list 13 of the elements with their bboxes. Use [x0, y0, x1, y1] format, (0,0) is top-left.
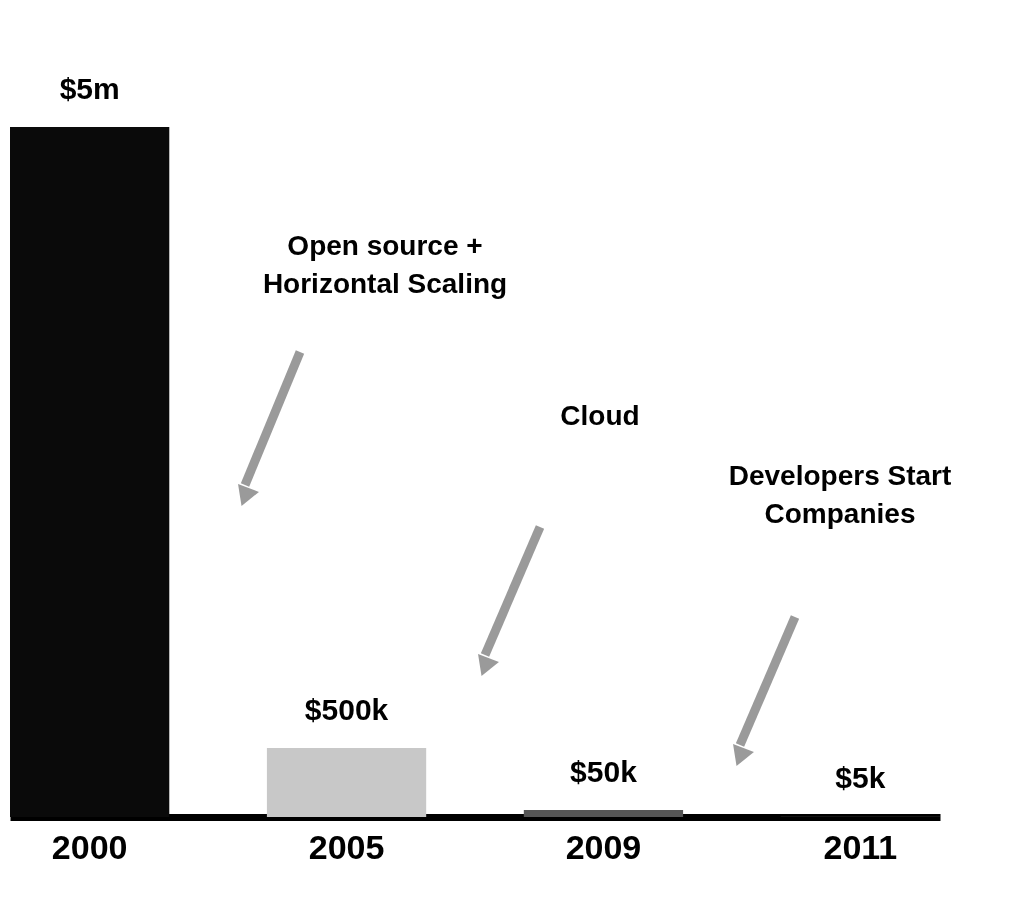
x-tick-label: 2009	[565, 827, 642, 866]
bar	[266, 748, 427, 817]
x-tick-label: 2000	[51, 827, 128, 866]
data-label: $5m	[59, 72, 120, 105]
data-label: $5k	[835, 761, 886, 795]
annotation: Open source + Horizontal Scaling	[262, 230, 508, 299]
data-label: $50k	[570, 755, 638, 789]
annotation: Developers Start Companies	[728, 460, 952, 529]
annotation: Cloud	[560, 400, 640, 431]
x-tick-label: 2005	[308, 827, 385, 866]
x-tick-label: 2011	[823, 827, 898, 866]
bar	[523, 810, 684, 817]
data-label: $500k	[304, 693, 389, 726]
